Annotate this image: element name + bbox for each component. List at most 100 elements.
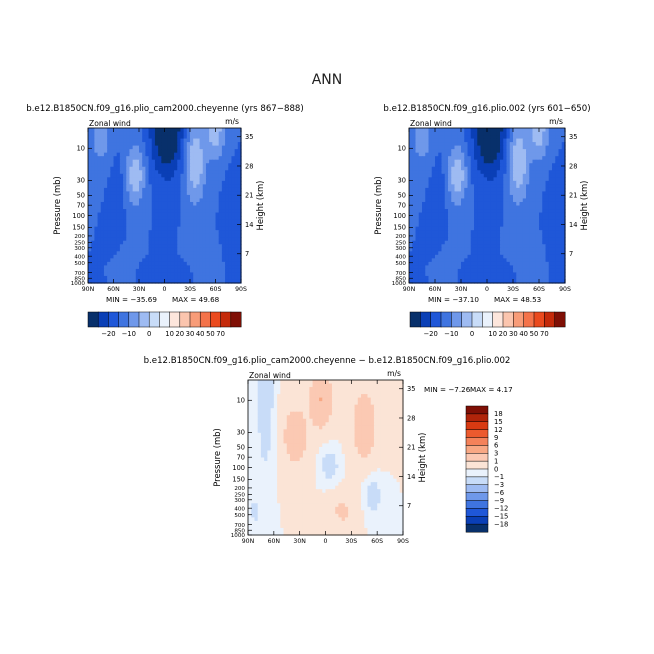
field-cell [548,219,553,224]
field-cell [151,149,156,154]
field-cell [399,404,404,409]
field-cell [509,166,514,171]
field-cell [209,251,213,256]
field-cell [180,166,185,171]
field-cell [451,170,456,175]
field-cell [193,201,197,207]
field-cell [561,156,566,161]
field-cell [454,131,459,136]
field-cell [145,251,150,256]
field-cell [519,251,524,256]
field-cell [328,422,333,427]
field-cell [123,159,127,164]
field-cell [415,135,420,140]
field-cell [103,166,108,171]
field-cell [461,212,465,217]
field-cell [164,205,169,210]
field-cell [103,191,108,196]
field-cell [225,152,229,157]
field-cell [545,131,550,136]
field-cell [205,230,210,235]
field-cell [142,131,146,136]
field-cell [555,240,560,245]
field-cell [464,191,469,196]
field-cell [561,152,566,157]
field-cell [435,251,439,256]
field-cell [180,268,185,274]
field-cell [477,166,482,171]
field-cell [561,230,566,235]
field-cell [519,191,524,196]
field-cell [221,184,226,189]
field-cell [145,177,150,182]
field-cell [267,383,272,388]
field-cell [461,240,465,245]
units-label: m/s [225,117,239,126]
field-cell [500,251,504,256]
field-cell [412,219,417,224]
field-cell [448,166,452,171]
field-cell [474,230,478,235]
field-cell [470,138,475,143]
field-cell [480,194,485,200]
field-cell [467,251,472,256]
field-cell [467,205,472,210]
field-cell [293,397,298,402]
field-cell [183,194,188,200]
field-cell [338,415,343,420]
field-cell [299,383,304,388]
field-cell [552,247,556,252]
field-cell [91,223,95,228]
field-cell [145,237,150,242]
field-cell [503,194,508,200]
field-cell [509,265,514,270]
field-cell [454,201,459,207]
field-cell [399,397,404,402]
field-cell [110,251,115,256]
field-cell [490,265,495,270]
field-cell [251,408,256,413]
field-cell [212,233,217,238]
field-cell [193,180,197,185]
field-cell [425,251,430,256]
field-cell [306,404,310,409]
field-cell [415,275,420,281]
field-cell [167,230,172,235]
field-cell [422,131,426,136]
field-cell [161,212,166,217]
field-cell [561,135,566,140]
field-cell [142,237,146,242]
field-cell [231,279,236,284]
field-cell [225,159,229,164]
field-cell [202,184,207,189]
field-cell [107,279,111,284]
field-cell [167,152,172,157]
field-cell [535,254,540,259]
field-cell [539,212,543,217]
field-cell [123,128,127,133]
field-cell [88,194,92,200]
field-cell [296,401,301,406]
field-cell [135,135,140,140]
field-cell [100,156,105,161]
field-cell [119,244,124,249]
field-cell [493,191,498,196]
field-cell [145,268,150,274]
field-cell [161,240,166,245]
field-cell [529,230,534,235]
field-cell [535,216,540,221]
field-cell [205,272,210,277]
field-cell [190,251,194,256]
field-cell [180,173,185,178]
field-cell [464,163,469,168]
field-cell [461,194,465,200]
field-cell [474,138,478,143]
field-cell [151,187,156,193]
field-cell [273,411,278,416]
field-cell [506,170,511,175]
field-cell [496,244,501,249]
field-cell [500,159,504,164]
field-cell [461,254,465,259]
field-cell [228,268,233,274]
field-cell [386,411,391,416]
